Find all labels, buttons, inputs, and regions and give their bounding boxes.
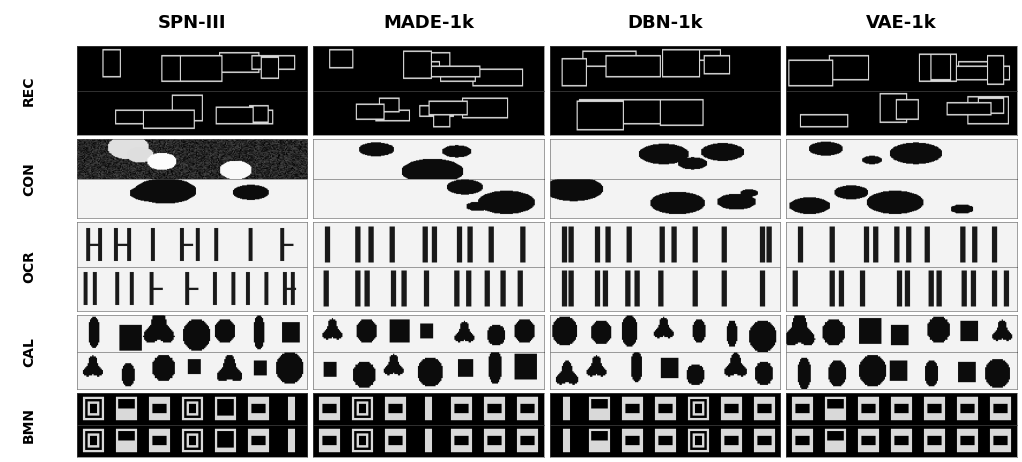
Text: DBN-1k: DBN-1k [628, 14, 703, 32]
Text: BMN: BMN [22, 407, 36, 443]
Text: REC: REC [22, 76, 36, 106]
Text: CON: CON [22, 162, 36, 195]
Text: VAE-1k: VAE-1k [867, 14, 937, 32]
Text: OCR: OCR [22, 250, 36, 283]
Text: MADE-1k: MADE-1k [383, 14, 474, 32]
Text: CAL: CAL [22, 337, 36, 367]
Text: SPN-III: SPN-III [157, 14, 226, 32]
